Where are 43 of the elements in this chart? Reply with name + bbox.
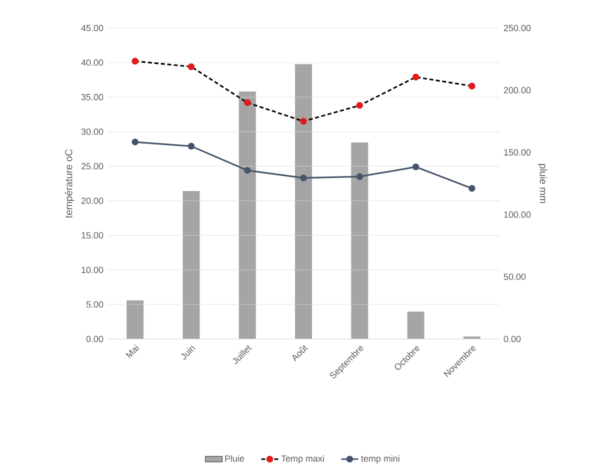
y-tick-label: 5.00 [86, 301, 104, 308]
x-tick-label: Mai [126, 344, 140, 358]
bar [351, 142, 368, 339]
point [300, 174, 307, 182]
y-tick-label: 25.00 [82, 162, 104, 170]
bar [126, 300, 144, 339]
bar [407, 312, 424, 339]
y-tick-label: 40.00 [81, 59, 104, 66]
y-axis-title: température oC [64, 149, 74, 218]
y2-tick-label: 250.00 [504, 24, 531, 32]
point [468, 184, 476, 192]
point [188, 142, 195, 150]
y-tick-label: 30.00 [81, 128, 104, 135]
point [244, 166, 251, 174]
legend-label: Temp maxi [281, 455, 324, 464]
y2-tick-label: 200.00 [504, 86, 531, 94]
bar [238, 91, 256, 339]
point [300, 118, 307, 125]
y2-tick-label: 100.00 [504, 211, 531, 218]
point [132, 138, 138, 146]
bar [182, 190, 200, 339]
bar [295, 64, 312, 339]
y2-tick-label: 150.00 [504, 149, 531, 156]
y2-tick-label: 50.00 [504, 274, 526, 280]
y-tick-label: 15.00 [82, 232, 104, 238]
y-tick-label: 10.00 [82, 266, 104, 274]
x-tick-label: Juin [181, 346, 196, 360]
point [356, 102, 364, 109]
legend-label: temp mini [361, 455, 400, 464]
y-tick-label: 0.00 [86, 336, 104, 342]
point [468, 82, 476, 90]
point [244, 99, 251, 106]
point [412, 74, 420, 80]
point [132, 58, 138, 65]
point [412, 163, 420, 170]
y2-tick-label: 0.00 [504, 336, 521, 342]
y-tick-label: 35.00 [81, 94, 104, 100]
point [356, 173, 364, 180]
y2-axis-title: pluie mm [538, 164, 548, 203]
y-tick-label: 20.00 [82, 198, 104, 204]
y-tick-label: 45.00 [81, 24, 104, 32]
legend-label: Pluie [225, 455, 244, 462]
point [188, 63, 195, 70]
